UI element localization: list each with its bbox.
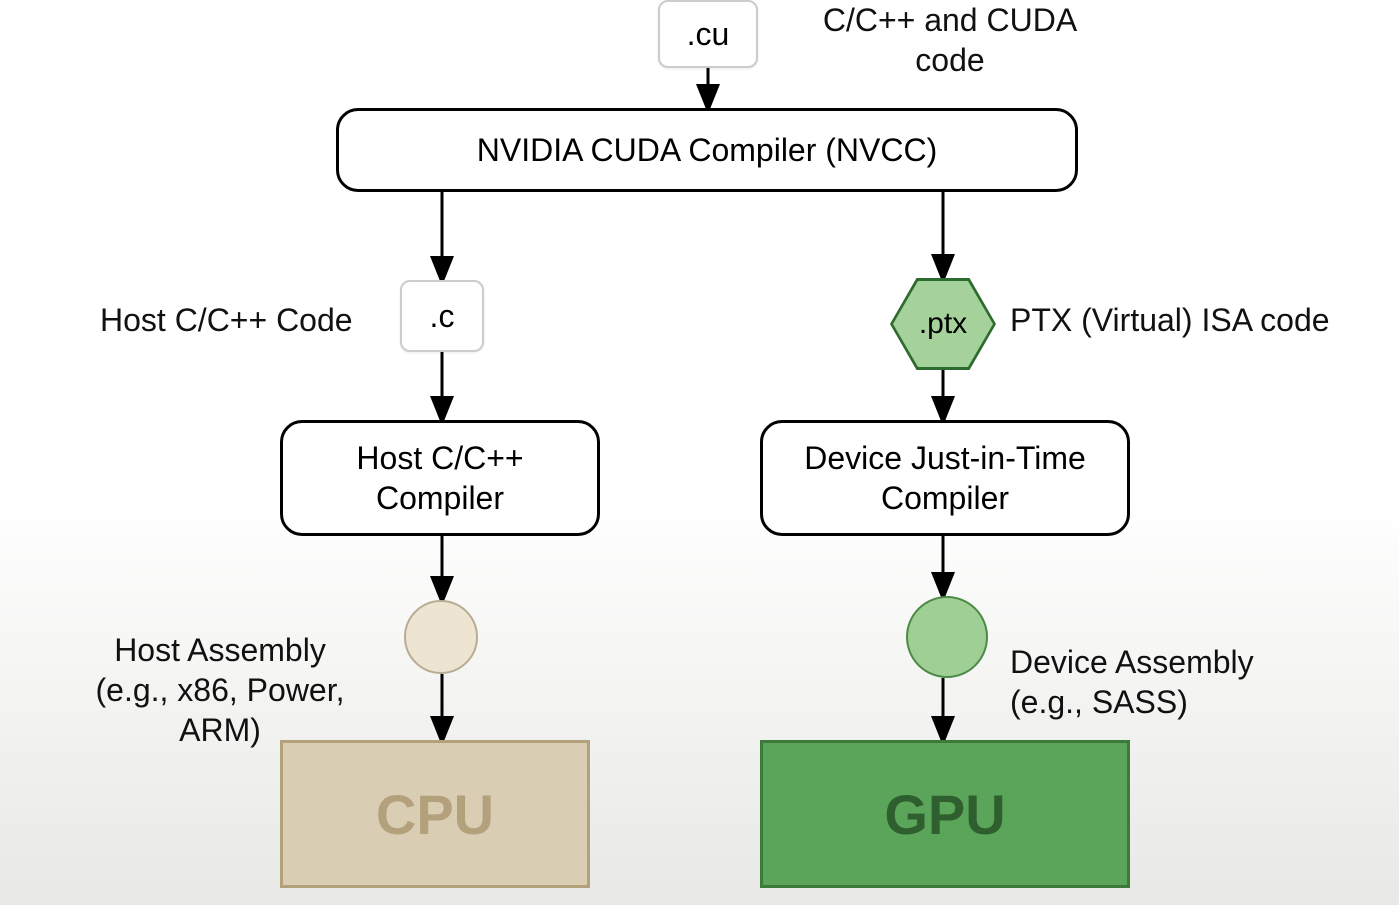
c-file-label: .c (430, 298, 455, 335)
nvcc-label: NVIDIA CUDA Compiler (NVCC) (477, 130, 938, 170)
c-file-description: Host C/C++ Code (100, 300, 353, 340)
gpu-label: GPU (884, 782, 1005, 847)
cu-file-node: .cu (658, 0, 758, 68)
cu-file-description: C/C++ and CUDA code (790, 0, 1110, 80)
device-assembly-description: Device Assembly (e.g., SASS) (1010, 602, 1254, 722)
host-assembly-node (404, 600, 478, 674)
ptx-file-node: .ptx (890, 278, 996, 370)
host-assembly-description: Host Assembly (e.g., x86, Power, ARM) (60, 590, 380, 750)
gpu-box: GPU (760, 740, 1130, 888)
ptx-file-label: .ptx (919, 307, 967, 341)
device-compiler-box: Device Just-in-Time Compiler (760, 420, 1130, 536)
c-file-node: .c (400, 280, 484, 352)
device-compiler-label: Device Just-in-Time Compiler (804, 438, 1086, 518)
cpu-box: CPU (280, 740, 590, 888)
cu-file-label: .cu (687, 16, 730, 53)
host-compiler-box: Host C/C++ Compiler (280, 420, 600, 536)
nvcc-box: NVIDIA CUDA Compiler (NVCC) (336, 108, 1078, 192)
ptx-file-description: PTX (Virtual) ISA code (1010, 300, 1330, 340)
host-compiler-label: Host C/C++ Compiler (356, 438, 523, 518)
cpu-label: CPU (376, 782, 494, 847)
device-assembly-node (906, 596, 988, 678)
